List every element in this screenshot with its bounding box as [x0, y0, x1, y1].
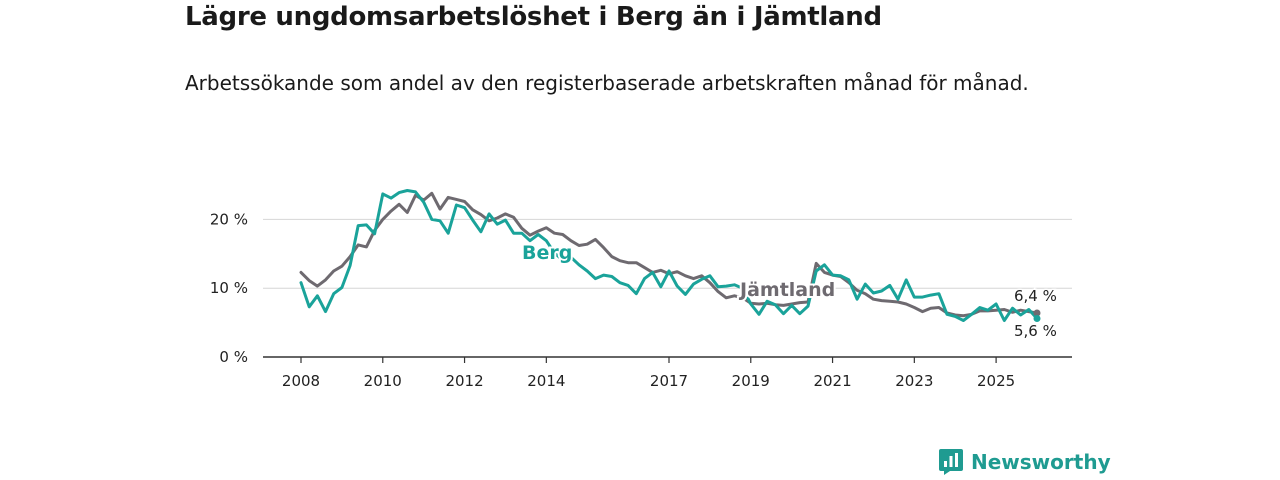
x-tick-label: 2010 [364, 372, 402, 390]
series-label-jamtland: Jämtland [738, 279, 835, 301]
grid: 0 % 10 % 20 % [210, 210, 1072, 366]
end-point-jämtland [1033, 309, 1041, 317]
x-tick-label: 2014 [527, 372, 565, 390]
bar-chart-icon [939, 449, 963, 475]
line-chart: 0 % 10 % 20 % 2008 2010 2012 2014 2017 2019 2021… [210, 189, 1072, 390]
y-tick-label: 20 % [210, 210, 248, 228]
x-tick-label: 2012 [445, 372, 483, 390]
x-tick-label: 2008 [282, 372, 320, 390]
x-tick-label: 2021 [813, 372, 851, 390]
page-title: Lägre ungdomsarbetslöshet i Berg än i Jä… [185, 2, 882, 32]
end-label-berg: 5,6 % [1014, 322, 1057, 340]
x-tick-label: 2019 [732, 372, 770, 390]
x-tick-label: 2017 [650, 372, 688, 390]
series-line-berg [299, 189, 1039, 322]
end-label-jamtland: 6,4 % [1014, 287, 1057, 305]
newsworthy-logo[interactable]: Newsworthy [938, 448, 1111, 476]
end-point-berg [1033, 314, 1041, 322]
brand-name: Newsworthy [971, 450, 1111, 474]
chart-subtitle: Arbetssökande som andel av den registerb… [185, 71, 1029, 95]
x-axis: 2008 2010 2012 2014 2017 2019 2021 2023 2025 [263, 356, 1072, 390]
series-labels: Jämtland Berg 6,4 % 5,6 % [520, 240, 1058, 342]
x-tick-label: 2023 [895, 372, 933, 390]
x-tick-label: 2025 [977, 372, 1015, 390]
y-tick-label: 0 % [219, 348, 248, 366]
series-lines [299, 189, 1041, 322]
y-tick-label: 10 % [210, 279, 248, 297]
series-label-berg: Berg [522, 242, 572, 264]
